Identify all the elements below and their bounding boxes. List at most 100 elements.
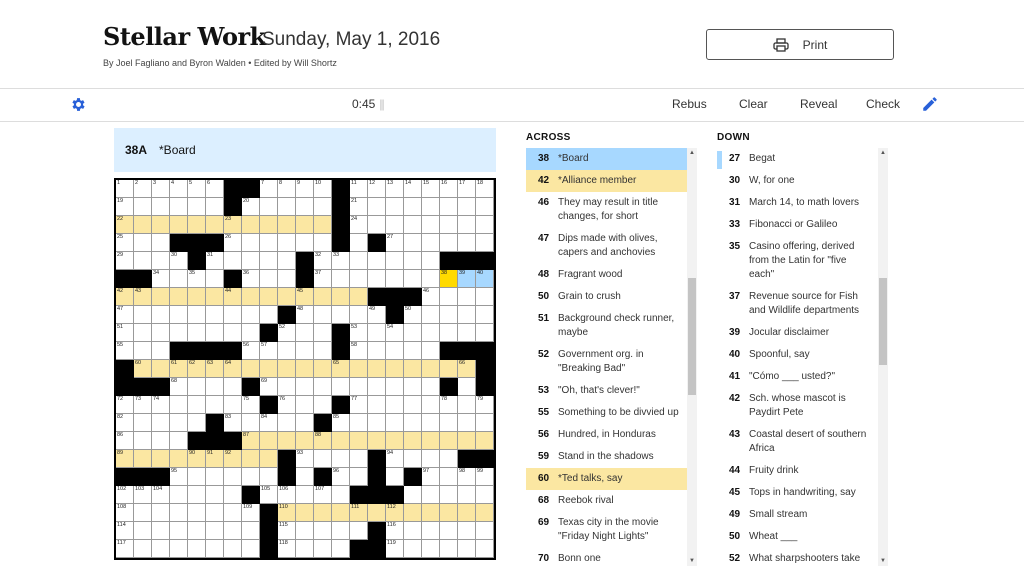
grid-cell[interactable] (152, 360, 170, 378)
grid-cell[interactable] (440, 540, 458, 558)
grid-cell[interactable] (152, 450, 170, 468)
grid-cell[interactable]: 88 (314, 432, 332, 450)
grid-cell[interactable] (296, 234, 314, 252)
grid-cell[interactable]: 49 (368, 306, 386, 324)
grid-cell[interactable]: 114 (116, 522, 134, 540)
grid-cell[interactable] (440, 468, 458, 486)
grid-cell[interactable] (314, 450, 332, 468)
grid-cell[interactable] (260, 252, 278, 270)
grid-cell[interactable] (386, 414, 404, 432)
grid-cell[interactable] (458, 522, 476, 540)
grid-cell[interactable]: 44 (224, 288, 242, 306)
grid-cell[interactable]: 2 (134, 180, 152, 198)
grid-cell[interactable] (404, 360, 422, 378)
grid-cell[interactable] (278, 198, 296, 216)
grid-cell[interactable] (458, 306, 476, 324)
grid-cell[interactable]: 43 (134, 288, 152, 306)
grid-cell[interactable]: 55 (116, 342, 134, 360)
grid-cell[interactable]: 79 (476, 396, 494, 414)
grid-cell[interactable] (296, 504, 314, 522)
grid-cell[interactable] (440, 306, 458, 324)
grid-cell[interactable] (260, 468, 278, 486)
grid-cell[interactable]: 85 (332, 414, 350, 432)
grid-cell[interactable] (134, 414, 152, 432)
scroll-up-icon[interactable]: ▲ (880, 150, 886, 156)
grid-cell[interactable] (170, 540, 188, 558)
grid-cell[interactable] (404, 540, 422, 558)
grid-cell[interactable] (152, 342, 170, 360)
grid-cell[interactable] (332, 522, 350, 540)
grid-cell[interactable] (134, 450, 152, 468)
grid-cell[interactable] (152, 306, 170, 324)
grid-cell[interactable]: 83 (224, 414, 242, 432)
grid-cell[interactable]: 73 (134, 396, 152, 414)
grid-cell[interactable] (206, 522, 224, 540)
grid-cell[interactable] (170, 432, 188, 450)
grid-cell[interactable] (440, 324, 458, 342)
grid-cell[interactable] (422, 270, 440, 288)
grid-cell[interactable] (314, 378, 332, 396)
grid-cell[interactable] (152, 432, 170, 450)
grid-cell[interactable] (422, 378, 440, 396)
grid-cell[interactable] (422, 324, 440, 342)
grid-cell[interactable]: 12 (368, 180, 386, 198)
grid-cell[interactable] (476, 234, 494, 252)
grid-cell[interactable]: 89 (116, 450, 134, 468)
grid-cell[interactable] (458, 540, 476, 558)
clue-item[interactable]: 43 Coastal desert of southern Africa (717, 424, 878, 460)
grid-cell[interactable] (404, 522, 422, 540)
grid-cell[interactable] (350, 378, 368, 396)
grid-cell[interactable]: 77 (350, 396, 368, 414)
grid-cell[interactable] (260, 360, 278, 378)
grid-cell[interactable]: 66 (458, 360, 476, 378)
grid-cell[interactable] (404, 342, 422, 360)
grid-cell[interactable] (224, 486, 242, 504)
grid-cell[interactable] (422, 432, 440, 450)
grid-cell[interactable] (134, 432, 152, 450)
clue-item[interactable]: 70 Bonn one (526, 548, 687, 566)
grid-cell[interactable] (350, 414, 368, 432)
grid-cell[interactable]: 8 (278, 180, 296, 198)
grid-cell[interactable]: 34 (152, 270, 170, 288)
grid-cell[interactable] (170, 288, 188, 306)
grid-cell[interactable] (440, 234, 458, 252)
grid-cell[interactable] (134, 522, 152, 540)
grid-cell[interactable]: 116 (386, 522, 404, 540)
grid-cell[interactable] (242, 450, 260, 468)
grid-cell[interactable] (404, 450, 422, 468)
grid-cell[interactable] (386, 342, 404, 360)
grid-cell[interactable]: 37 (314, 270, 332, 288)
grid-cell[interactable] (476, 216, 494, 234)
grid-cell[interactable] (152, 414, 170, 432)
pencil-icon[interactable] (921, 95, 939, 113)
grid-cell[interactable] (404, 324, 422, 342)
grid-cell[interactable]: 51 (116, 324, 134, 342)
grid-cell[interactable] (296, 396, 314, 414)
grid-cell[interactable]: 7 (260, 180, 278, 198)
grid-cell[interactable] (278, 360, 296, 378)
grid-cell[interactable] (188, 378, 206, 396)
grid-cell[interactable]: 18 (476, 180, 494, 198)
grid-cell[interactable] (350, 234, 368, 252)
grid-cell[interactable] (188, 324, 206, 342)
grid-cell[interactable]: 54 (386, 324, 404, 342)
clue-item[interactable]: 31 March 14, to math lovers (717, 192, 878, 214)
grid-cell[interactable]: 74 (152, 396, 170, 414)
grid-cell[interactable]: 91 (206, 450, 224, 468)
clue-item[interactable]: 59 Stand in the shadows (526, 446, 687, 468)
grid-cell[interactable] (134, 504, 152, 522)
grid-cell[interactable]: 93 (296, 450, 314, 468)
grid-cell[interactable]: 69 (260, 378, 278, 396)
grid-cell[interactable] (350, 306, 368, 324)
grid-cell[interactable] (314, 540, 332, 558)
grid-cell[interactable]: 50 (404, 306, 422, 324)
clue-item[interactable]: 56 Hundred, in Honduras (526, 424, 687, 446)
grid-cell[interactable] (134, 324, 152, 342)
grid-cell[interactable]: 13 (386, 180, 404, 198)
grid-cell[interactable] (296, 522, 314, 540)
grid-cell[interactable] (440, 522, 458, 540)
grid-cell[interactable] (278, 378, 296, 396)
grid-cell[interactable] (188, 396, 206, 414)
grid-cell[interactable] (170, 198, 188, 216)
grid-cell[interactable]: 92 (224, 450, 242, 468)
